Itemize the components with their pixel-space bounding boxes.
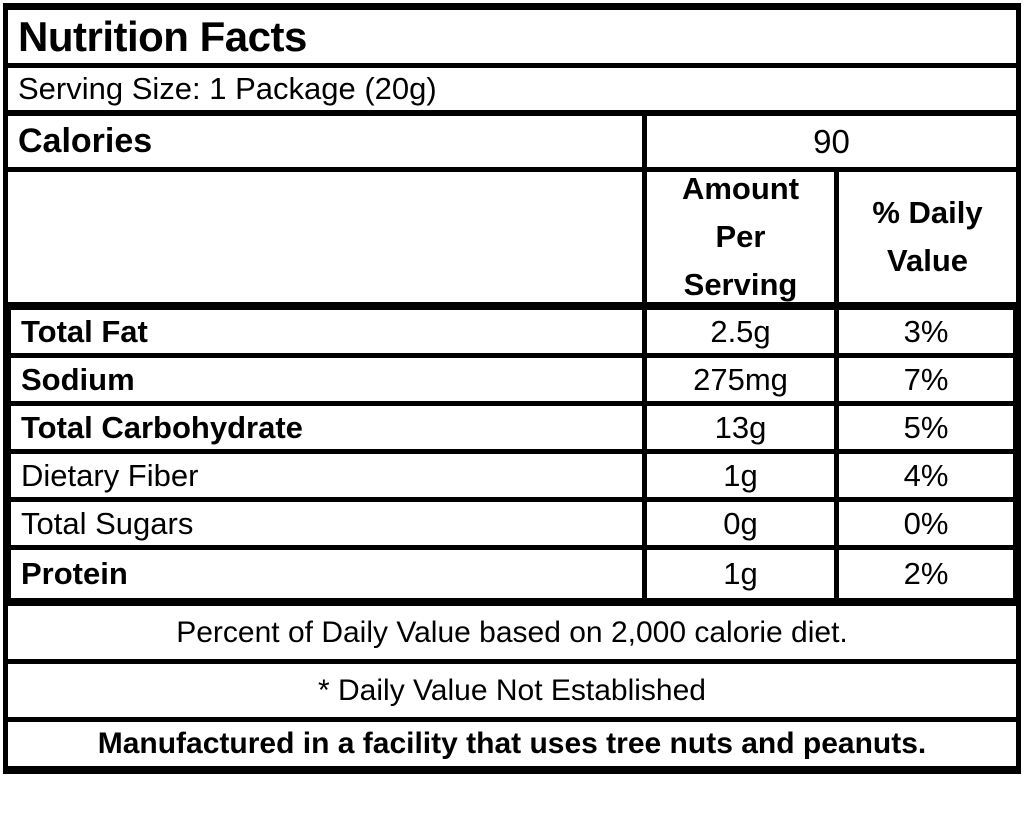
nutrient-amount: 13g <box>642 406 834 449</box>
nutrient-name: Protein <box>21 556 128 591</box>
nutrient-row-protein: Protein 1g 2% <box>11 550 1013 598</box>
nutrient-daily-value: 0% <box>834 502 1013 545</box>
column-header-spacer <box>8 172 642 302</box>
nutrient-daily-value: 7% <box>834 358 1013 401</box>
nutrient-daily-value: 3% <box>834 310 1013 353</box>
column-header-row: Amount Per Serving % Daily Value <box>8 171 1016 302</box>
nutrient-amount: 1g <box>642 454 834 497</box>
serving-size-row: Serving Size: 1 Package (20g) <box>8 68 1016 116</box>
nutrient-name: Total Carbohydrate <box>21 409 303 445</box>
nutrient-name: Dietary Fiber <box>21 457 199 493</box>
label-title: Nutrition Facts <box>18 12 307 60</box>
serving-size-text: Serving Size: 1 Package (20g) <box>18 71 437 106</box>
nutrient-row-total-sugars: Total Sugars 0g 0% <box>11 502 1013 550</box>
footnote-allergen-warning: Manufactured in a facility that uses tre… <box>97 727 927 760</box>
nutrient-row-total-fat: Total Fat 2.5g 3% <box>11 310 1013 358</box>
calories-row: Calories 90 <box>8 116 1016 172</box>
label-title-row: Nutrition Facts <box>8 10 1016 68</box>
nutrient-daily-value: 2% <box>834 550 1013 598</box>
footnote-daily-value-basis: Percent of Daily Value based on 2,000 ca… <box>8 606 1016 664</box>
nutrient-daily-value: 5% <box>834 406 1013 449</box>
nutrient-name: Total Sugars <box>21 505 194 541</box>
calories-label: Calories <box>18 122 153 160</box>
calories-value: 90 <box>642 116 1016 167</box>
footnote-dv-not-established: * Daily Value Not Established <box>8 664 1016 722</box>
nutrient-name: Total Fat <box>21 313 148 349</box>
nutrient-row-total-carbohydrate: Total Carbohydrate 13g 5% <box>11 406 1013 454</box>
nutrition-facts-label: Nutrition Facts Serving Size: 1 Package … <box>3 3 1021 774</box>
column-header-daily-value: % Daily Value <box>834 172 1016 302</box>
nutrient-amount: 1g <box>642 550 834 598</box>
nutrient-amount: 275mg <box>642 358 834 401</box>
nutrient-name: Sodium <box>21 361 135 397</box>
nutrient-daily-value: 4% <box>834 454 1013 497</box>
nutrient-block: Total Fat 2.5g 3% Sodium 275mg 7% Total … <box>8 302 1016 606</box>
nutrient-row-sodium: Sodium 275mg 7% <box>11 358 1013 406</box>
nutrient-amount: 0g <box>642 502 834 545</box>
column-header-amount: Amount Per Serving <box>642 171 834 302</box>
nutrient-row-dietary-fiber: Dietary Fiber 1g 4% <box>11 454 1013 502</box>
nutrient-amount: 2.5g <box>642 310 834 353</box>
